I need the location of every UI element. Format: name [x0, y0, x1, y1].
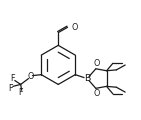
- Text: O: O: [93, 89, 100, 98]
- Text: F: F: [11, 74, 15, 83]
- Text: F: F: [18, 88, 23, 97]
- Text: F: F: [9, 84, 13, 93]
- Text: B: B: [84, 74, 90, 83]
- Text: O: O: [93, 59, 100, 68]
- Text: O: O: [27, 72, 34, 81]
- Text: O: O: [71, 23, 77, 32]
